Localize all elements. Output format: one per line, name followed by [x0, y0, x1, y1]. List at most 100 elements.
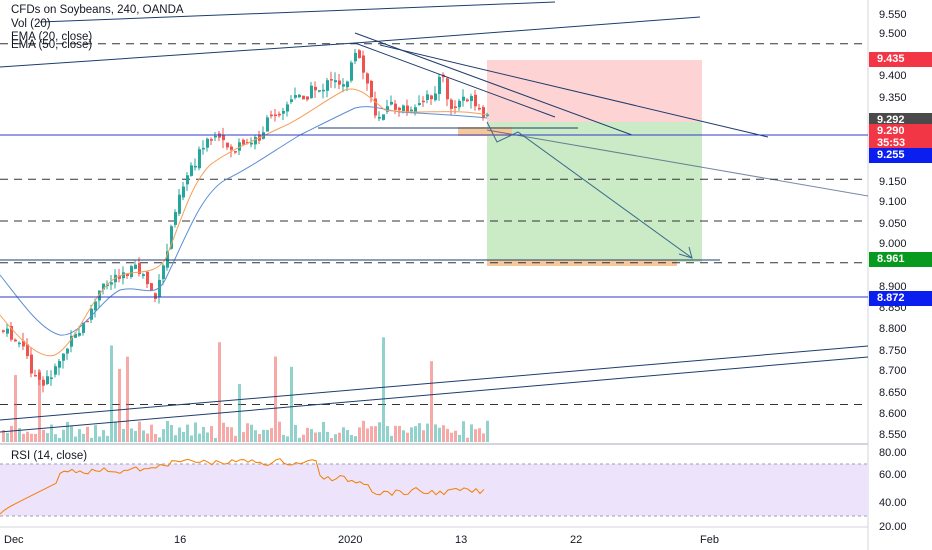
volume-bar [178, 427, 181, 442]
volume-bar [266, 429, 269, 442]
volume-bar [26, 431, 29, 442]
trendline-top[interactable] [39, 1, 556, 23]
trendline-lower-1[interactable] [0, 345, 869, 421]
volume-bar [22, 433, 25, 442]
candle-body [358, 50, 361, 58]
volume-bar [390, 435, 393, 442]
lower-support-badge[interactable]: 8.872 [869, 291, 932, 306]
volume-bar [442, 425, 445, 442]
candlesticks[interactable] [2, 48, 489, 393]
candle-body [70, 335, 73, 347]
target-price-badge[interactable]: 8.961 [869, 252, 932, 267]
candle-body [330, 79, 333, 81]
volume-bar [350, 435, 353, 442]
volume-bar [438, 427, 441, 442]
trendline-top-right[interactable] [354, 16, 701, 44]
candle-body [370, 80, 373, 98]
candle-body [22, 340, 25, 347]
volume-bar [202, 426, 205, 442]
volume-bar [274, 356, 277, 442]
volume-histogram [2, 337, 489, 442]
volume-bar [46, 433, 49, 442]
volume-bar [354, 436, 357, 442]
ema50-legend[interactable]: EMA (50, close) [11, 39, 93, 51]
candle-body [54, 366, 57, 375]
volume-bar [474, 429, 477, 442]
candle-body [266, 117, 269, 132]
price-tick: 8.900 [879, 281, 907, 293]
candle-body [214, 135, 217, 138]
symbol-title[interactable]: CFDs on Soybeans, 240, OANDA [11, 4, 184, 16]
volume-bar [482, 433, 485, 442]
projection-path[interactable] [486, 121, 693, 259]
countdown-badge[interactable]: 35:53 [869, 136, 932, 151]
ema20-legend[interactable]: EMA (20, close) [11, 31, 93, 43]
volume-bar [346, 430, 349, 442]
rsi-legend[interactable]: RSI (14, close) [11, 450, 88, 462]
time-tick: Feb [700, 534, 719, 546]
stop-loss-zone[interactable] [487, 60, 702, 122]
volume-bar [230, 427, 233, 442]
candle-body [90, 308, 93, 320]
candle-body [82, 322, 85, 333]
candle-body [6, 328, 9, 334]
rsi-tick: 60.00 [879, 469, 907, 481]
candle-body [154, 293, 157, 299]
trendline-desc-3[interactable] [379, 44, 769, 138]
volume-bar [362, 420, 365, 442]
candle-body [222, 134, 225, 141]
candle-body [302, 95, 305, 100]
volume-bar [122, 428, 125, 442]
trendline-desc-1[interactable] [354, 42, 556, 118]
candle-body [346, 81, 349, 88]
rsi-tick: 20.00 [879, 521, 907, 533]
volume-bar [50, 424, 53, 442]
entry-marker[interactable] [458, 127, 512, 136]
candle-body [126, 273, 129, 276]
volume-bar [250, 424, 253, 442]
candle-body [290, 99, 293, 102]
support-price-badge[interactable]: 9.255 [869, 148, 932, 163]
candle-body [294, 95, 297, 98]
candle-body [190, 165, 193, 176]
candle-body [478, 107, 481, 110]
candle-body [382, 114, 385, 120]
volume-bar [38, 370, 41, 442]
candle-body [42, 379, 45, 386]
volume-bar [2, 430, 5, 442]
volume-bar [398, 425, 401, 442]
time-tick: 16 [174, 534, 187, 546]
last-price-badge[interactable]: 9.290 [869, 124, 932, 139]
rsi-line [0, 458, 485, 515]
volume-bar [58, 437, 61, 442]
candle-body [270, 114, 273, 117]
volume-legend[interactable]: Vol (20) [11, 18, 51, 30]
candle-body [450, 99, 453, 109]
trendline-projection[interactable] [486, 129, 869, 197]
volume-bar [450, 432, 453, 442]
time-tick: 22 [570, 534, 583, 546]
volume-bar [182, 431, 185, 442]
volume-bar [326, 431, 329, 442]
volume-bar [382, 337, 385, 442]
stop-price-badge[interactable]: 9.435 [869, 52, 932, 67]
volume-bar [158, 437, 161, 442]
volume-bar [258, 433, 261, 442]
volume-bar [322, 421, 325, 442]
candle-body [182, 186, 185, 198]
take-profit-zone[interactable] [487, 122, 702, 262]
projection-arrows[interactable] [486, 121, 693, 259]
trendline-upper-left[interactable] [0, 42, 356, 68]
trendlines[interactable] [0, 1, 869, 433]
volume-bar [358, 427, 361, 442]
long-short-position-tool[interactable] [458, 60, 702, 266]
trendline-lower-2[interactable] [0, 356, 869, 433]
price-tick: 9.000 [879, 238, 907, 250]
volume-bar [30, 433, 33, 442]
candle-body [146, 271, 149, 285]
volume-bar [290, 366, 293, 442]
candle-body [334, 80, 337, 83]
candle-body [130, 266, 133, 278]
